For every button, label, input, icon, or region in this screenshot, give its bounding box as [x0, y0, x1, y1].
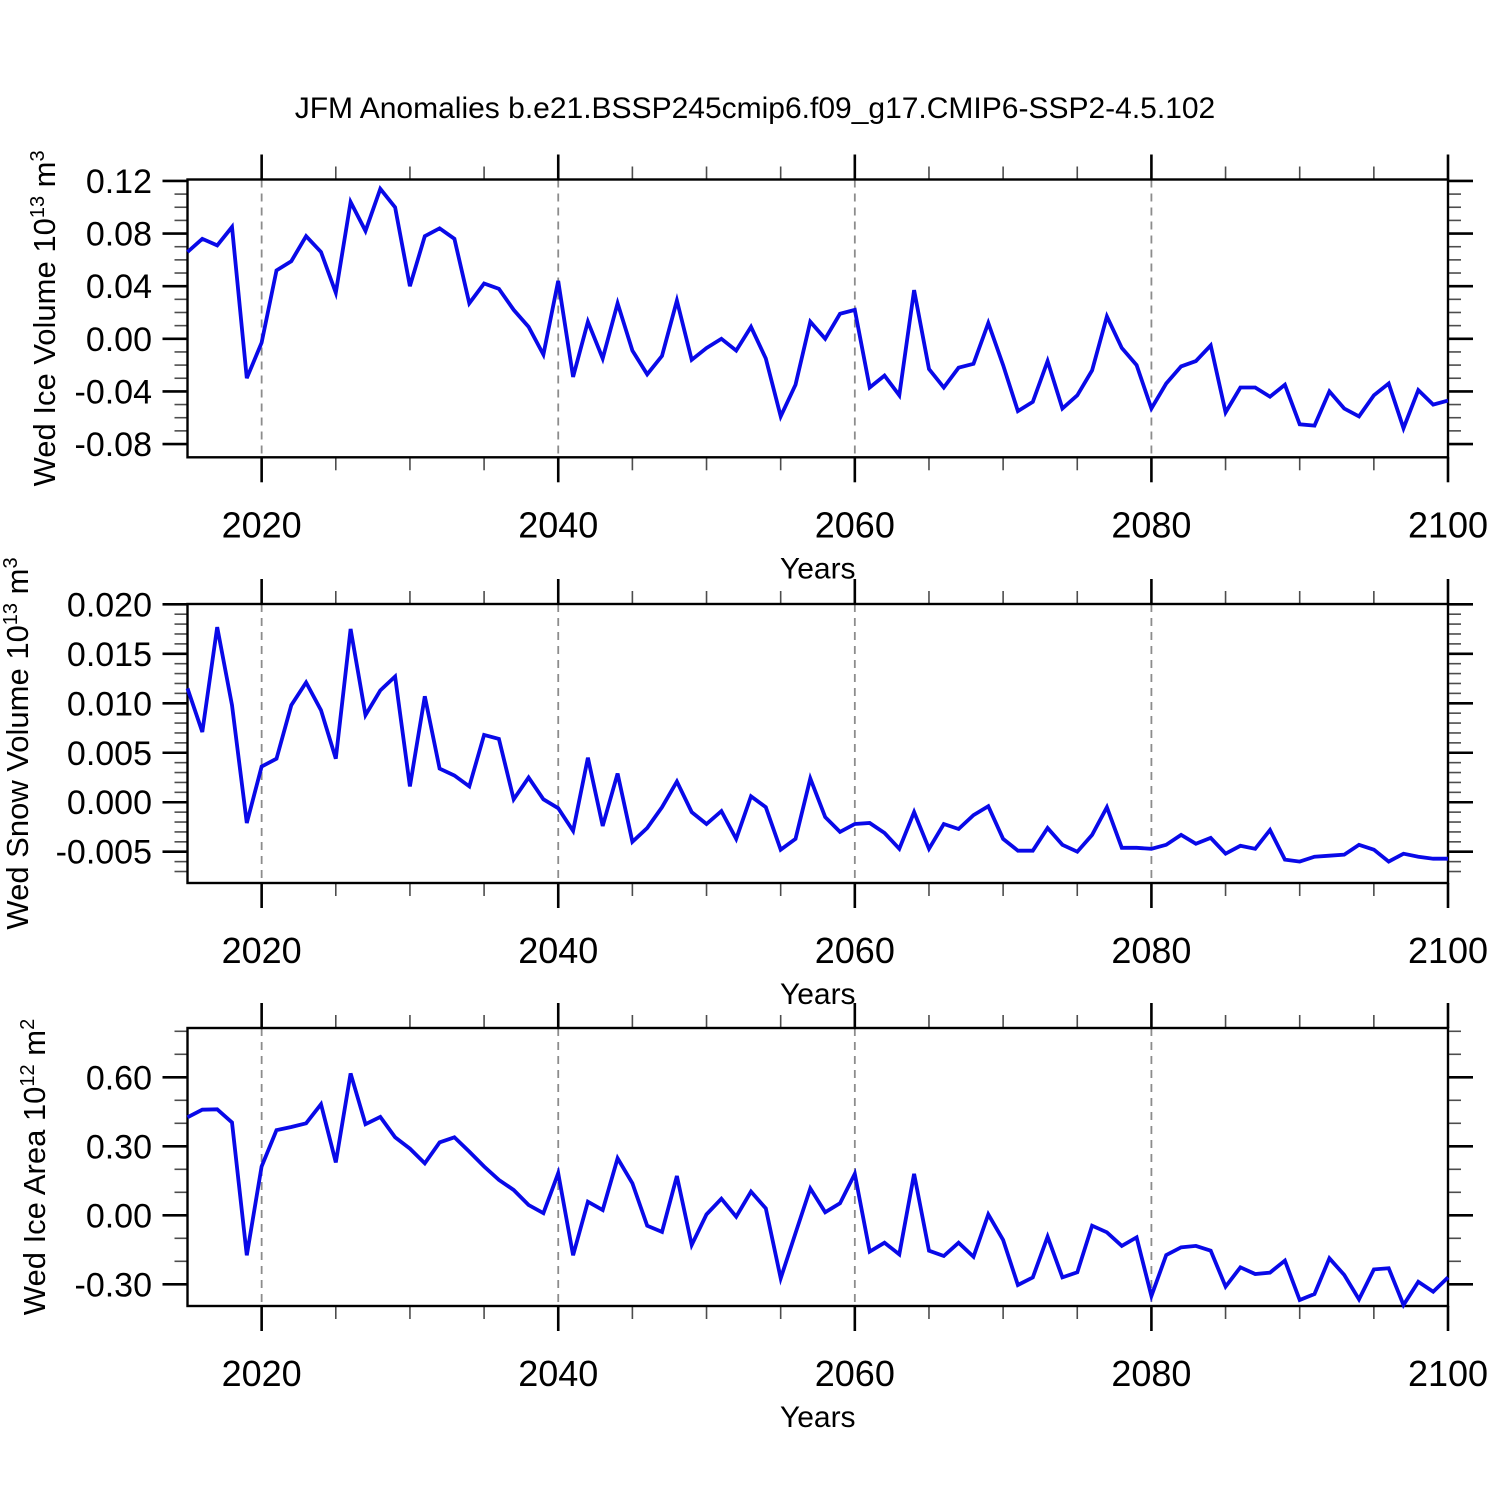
- panel-snow-volume: 0.020 0.015 0.010 0.005 0.000 -0.005 2020 2040 2…: [0, 557, 1488, 1011]
- x-axis-title: Years: [780, 978, 856, 1011]
- y-axis-title: Wed Snow Volume 1013 m3: [0, 557, 35, 929]
- y-axis-title-text: Wed Ice Volume 10: [27, 218, 62, 486]
- panel-ice-area: 0.60 0.30 0.00 -0.30 2020 2040 2060 2080 2100 Yea…: [17, 1003, 1488, 1434]
- x-axis-title: Years: [780, 552, 856, 585]
- y-tick-label: -0.005: [56, 834, 152, 872]
- y-axis-title-text: Wed Snow Volume 10: [0, 625, 35, 929]
- y-tick-label: -0.04: [75, 373, 153, 411]
- y-tick-label: 0.04: [86, 268, 152, 306]
- ice-volume-series-line: [186, 184, 1449, 434]
- x-tick-label: 2040: [518, 930, 598, 971]
- y-tick-label: -0.30: [75, 1266, 153, 1304]
- y-tick-label: 0.020: [67, 586, 152, 624]
- ice-area-series-line: [186, 1072, 1450, 1310]
- y-tick-label: 0.12: [86, 163, 152, 201]
- x-tick-label: 2100: [1408, 504, 1488, 545]
- y-tick-label: 0.60: [86, 1059, 152, 1097]
- plot-frame: [186, 1026, 1450, 1308]
- y-axis-title-superscript: 13: [27, 196, 49, 218]
- y-axis-title: Wed Ice Volume 1013 m3: [27, 150, 62, 486]
- y-axis-title-superscript: 12: [17, 1064, 39, 1086]
- y-axis-title-text: m: [0, 568, 35, 602]
- figure-title: JFM Anomalies b.e21.BSSP245cmip6.f09_g17…: [295, 92, 1216, 125]
- y-tick-label: -0.08: [75, 426, 153, 464]
- panel-ice-volume: 0.12 0.08 0.04 0.00 -0.04 -0.08 2020 2040 2060 20…: [27, 150, 1488, 585]
- y-axis-title-superscript: 3: [0, 557, 22, 568]
- x-tick-label: 2060: [815, 1353, 895, 1394]
- y-axis-title-text: m: [17, 1030, 52, 1064]
- y-axis-title-superscript: 2: [17, 1019, 39, 1030]
- y-tick-label: 0.015: [67, 636, 152, 674]
- y-tick-label: 0.000: [67, 784, 152, 822]
- x-tick-label: 2080: [1111, 504, 1191, 545]
- x-tick-label: 2040: [518, 504, 598, 545]
- y-tick-label: 0.08: [86, 216, 152, 254]
- y-axis-title-superscript: 3: [27, 150, 49, 161]
- y-axis-title-text: m: [27, 161, 62, 195]
- x-tick-label: 2020: [222, 504, 302, 545]
- x-tick-label: 2040: [518, 1353, 598, 1394]
- y-tick-label: 0.00: [86, 321, 152, 359]
- y-tick-label: 0.010: [67, 685, 152, 723]
- x-tick-label: 2020: [222, 1353, 302, 1394]
- y-tick-label: 0.005: [67, 735, 152, 773]
- y-tick-label: 0.30: [86, 1128, 152, 1166]
- snow-volume-series-line: [185, 626, 1448, 864]
- x-tick-label: 2080: [1111, 1353, 1191, 1394]
- y-axis-title-text: Wed Ice Area 10: [17, 1087, 52, 1316]
- x-tick-label: 2020: [222, 930, 302, 971]
- y-axis-title-superscript: 13: [0, 603, 22, 625]
- plot-frame: [186, 602, 1450, 885]
- x-tick-label: 2100: [1408, 930, 1488, 971]
- y-axis-title: Wed Ice Area 1012 m2: [17, 1019, 52, 1315]
- x-tick-label: 2100: [1408, 1353, 1488, 1394]
- y-tick-label: 0.00: [86, 1197, 152, 1235]
- x-axis-title: Years: [780, 1401, 856, 1434]
- x-tick-label: 2060: [815, 504, 895, 545]
- x-tick-label: 2080: [1111, 930, 1191, 971]
- x-tick-label: 2060: [815, 930, 895, 971]
- plot-frame: [186, 178, 1450, 459]
